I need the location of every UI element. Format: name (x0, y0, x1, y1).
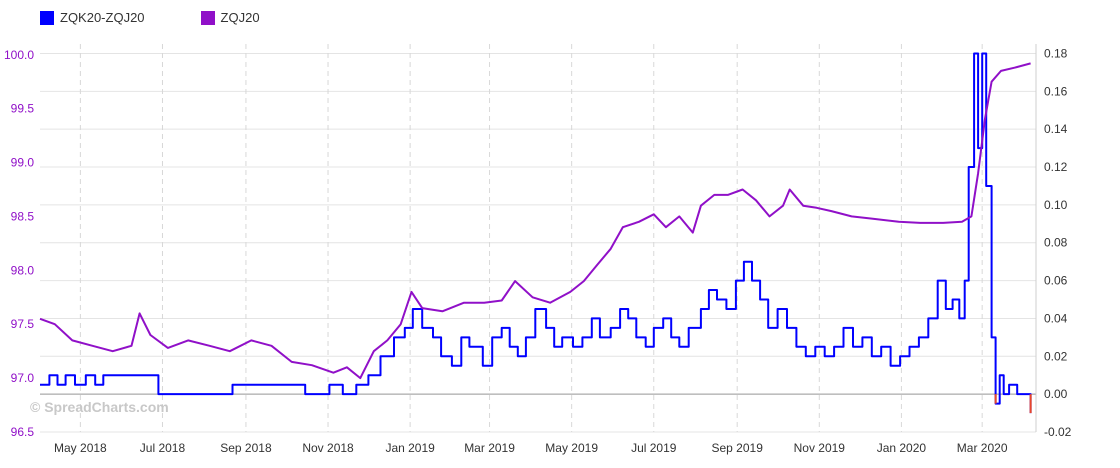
x-tick-label-2: Sep 2018 (220, 441, 272, 455)
x-tick-label-11: Mar 2020 (957, 441, 1008, 455)
legend-item-spread[interactable]: ZQK20-ZQJ20 (40, 10, 145, 25)
x-tick-label-10: Jan 2020 (877, 441, 927, 455)
x-tick-label-8: Sep 2019 (712, 441, 764, 455)
legend-label-zqj20: ZQJ20 (220, 10, 260, 25)
right-tick-label-3: 0.04 (1044, 311, 1068, 325)
right-tick-label-6: 0.10 (1044, 198, 1068, 212)
x-tick-label-6: May 2019 (545, 441, 598, 455)
left-tick-label-0: 96.5 (11, 425, 35, 439)
right-tick-label-5: 0.08 (1044, 236, 1068, 250)
right-tick-label-8: 0.14 (1044, 122, 1068, 136)
right-tick-label-1: 0.00 (1044, 387, 1068, 401)
x-tick-label-9: Nov 2019 (794, 441, 846, 455)
right-tick-label-0: -0.02 (1044, 425, 1072, 439)
left-tick-label-6: 99.5 (11, 102, 35, 116)
right-tick-label-2: 0.02 (1044, 349, 1068, 363)
x-tick-label-7: Jul 2019 (631, 441, 677, 455)
legend-label-spread: ZQK20-ZQJ20 (60, 10, 145, 25)
right-tick-label-9: 0.16 (1044, 84, 1068, 98)
left-tick-label-5: 99.0 (11, 156, 35, 170)
x-tick-label-5: Mar 2019 (464, 441, 515, 455)
left-tick-label-3: 98.0 (11, 263, 35, 277)
left-tick-label-1: 97.0 (11, 371, 35, 385)
right-tick-label-10: 0.18 (1044, 46, 1068, 60)
legend-swatch-zqj20 (200, 10, 215, 25)
series-line-zqk20-zqj20 (40, 52, 1032, 414)
x-tick-label-3: Nov 2018 (302, 441, 354, 455)
legend: ZQK20-ZQJ20 ZQJ20 (40, 10, 260, 25)
right-tick-label-7: 0.12 (1044, 160, 1068, 174)
right-tick-label-4: 0.06 (1044, 274, 1068, 288)
left-tick-label-2: 97.5 (11, 317, 35, 331)
x-tick-label-4: Jan 2019 (385, 441, 435, 455)
x-tick-label-1: Jul 2018 (140, 441, 186, 455)
series-line-zqj20 (39, 62, 1031, 380)
watermark-text: © SpreadCharts.com (30, 399, 169, 415)
legend-swatch-spread (40, 10, 54, 25)
legend-item-zqj20[interactable]: ZQJ20 (200, 10, 260, 25)
x-tick-label-0: May 2018 (54, 441, 107, 455)
left-tick-label-7: 100.0 (4, 48, 34, 62)
left-tick-label-4: 98.5 (11, 209, 35, 223)
